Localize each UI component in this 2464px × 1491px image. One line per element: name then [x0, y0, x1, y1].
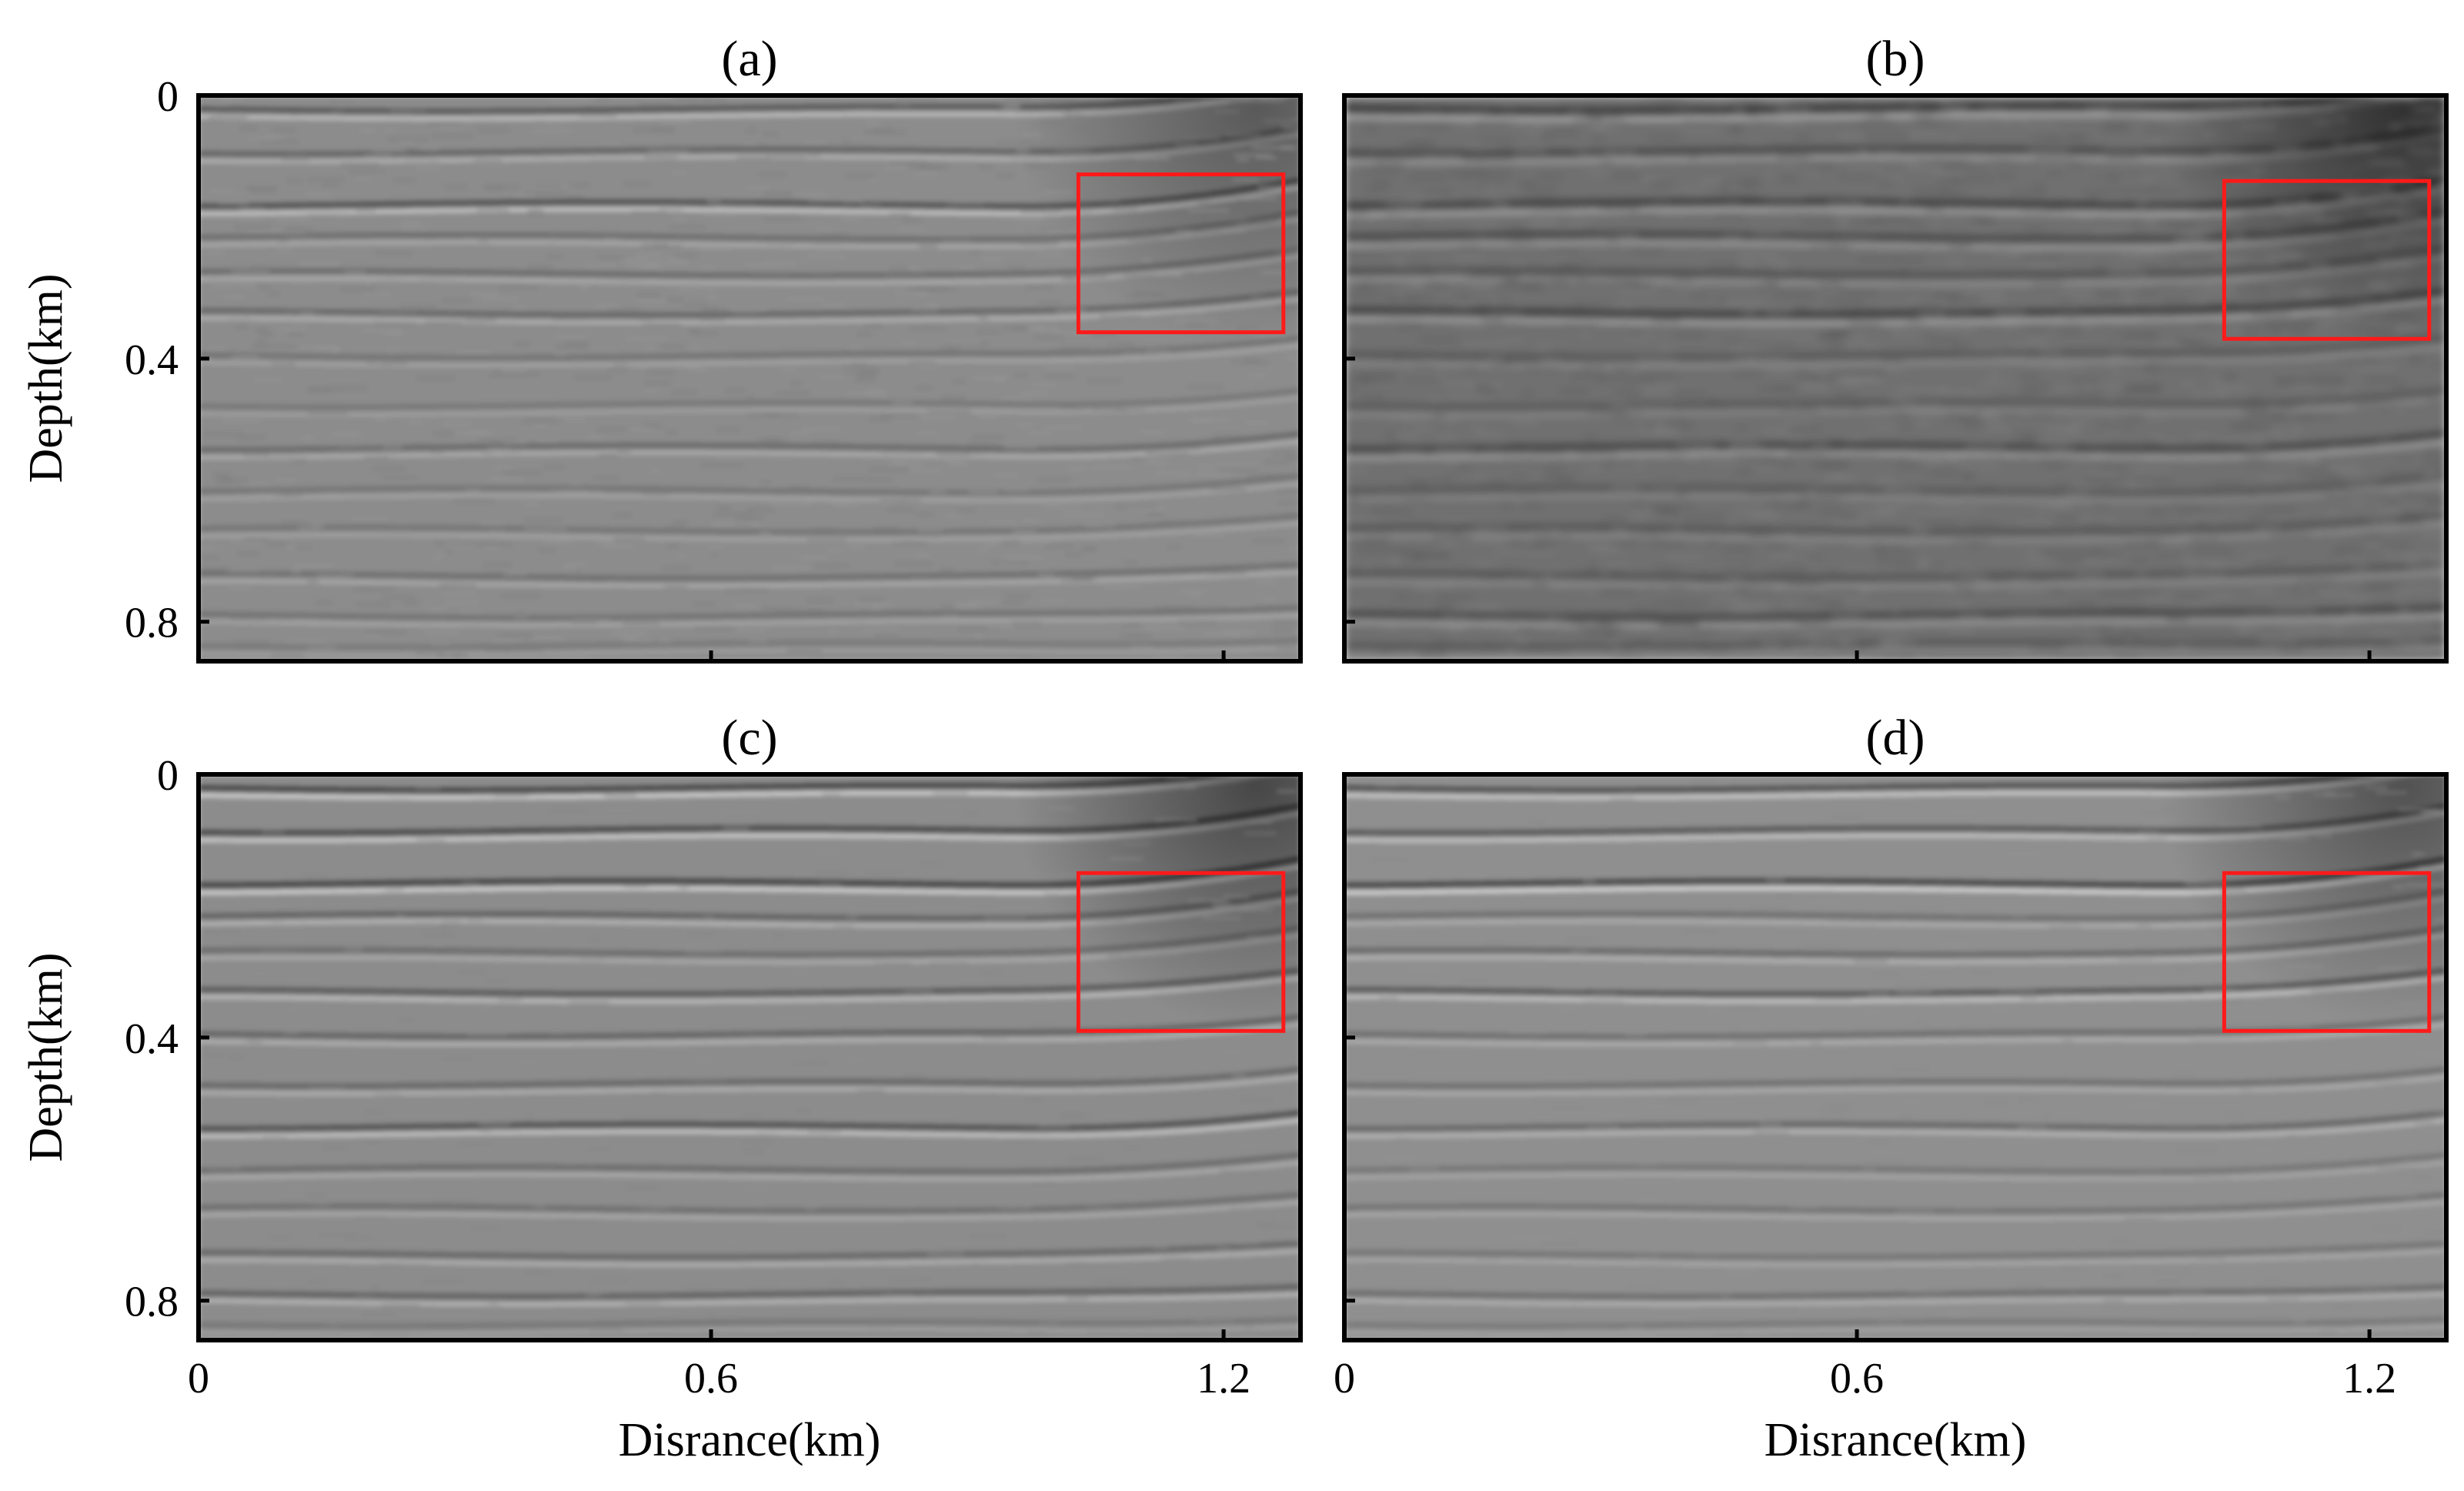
panel-title: (b)	[1866, 31, 1925, 87]
x-axis-label: Disrance(km)	[619, 1414, 881, 1466]
panel-b: (b)	[1342, 31, 2449, 664]
seismic-image	[1344, 95, 2446, 661]
plot-frame	[196, 93, 1303, 664]
highlight-box	[2222, 179, 2432, 341]
x-axis-label: Disrance(km)	[1765, 1414, 2027, 1466]
panel-c: (c) 0 0.6 1.2 0 0.4 0.8 Depth(km) Disrance(km)	[20, 710, 1303, 1466]
x-tick-label: 1.2	[2342, 1355, 2396, 1402]
panel-d: (d) 0 0.6 1.2 Disrance(km)	[1334, 710, 2449, 1466]
y-tick-label: 0.8	[125, 600, 179, 647]
highlight-box	[1076, 172, 1286, 335]
y-tick-label: 0.8	[125, 1279, 179, 1326]
x-tick-label: 0.6	[1830, 1355, 1884, 1402]
y-axis-label: Depth(km)	[20, 273, 72, 483]
x-tick-label: 0	[188, 1355, 209, 1402]
panel-a: (a) 0 0.4 0.8 Depth(km)	[20, 31, 1303, 664]
x-tick-label: 0.6	[684, 1355, 738, 1402]
seismic-image	[199, 95, 1300, 661]
panel-title: (d)	[1866, 710, 1925, 766]
y-tick-label: 0.4	[125, 1015, 179, 1063]
y-tick-label: 0.4	[125, 336, 179, 384]
panel-title: (a)	[721, 31, 777, 87]
seismic-image	[1344, 774, 2446, 1340]
seismic-image	[199, 774, 1300, 1340]
highlight-box	[1076, 871, 1286, 1033]
x-tick-label: 1.2	[1197, 1355, 1250, 1402]
panel-title: (c)	[721, 710, 777, 766]
x-tick-label: 0	[1334, 1355, 1355, 1402]
highlight-box	[2222, 871, 2432, 1033]
plot-frame	[1342, 93, 2449, 664]
plot-frame	[1342, 772, 2449, 1342]
y-tick-label: 0	[157, 73, 179, 121]
plot-frame	[196, 772, 1303, 1342]
y-axis-label: Depth(km)	[20, 952, 72, 1162]
y-tick-label: 0	[157, 752, 179, 800]
